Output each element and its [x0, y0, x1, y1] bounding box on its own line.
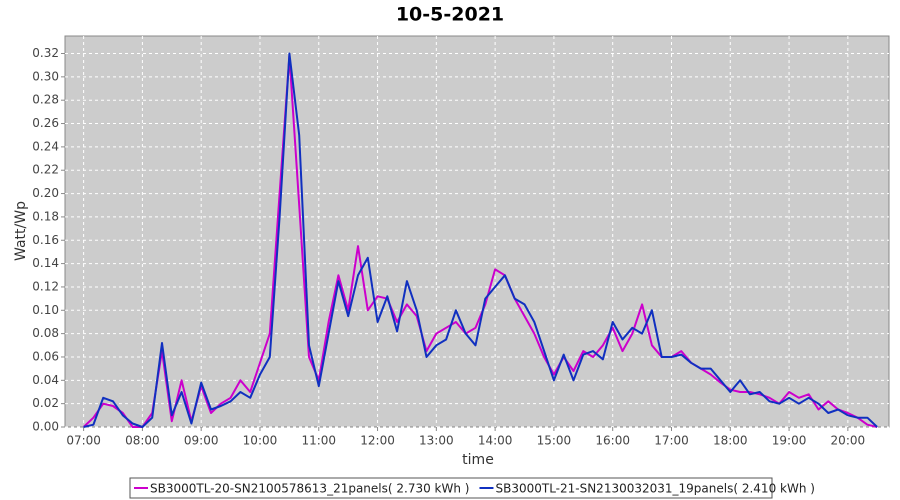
y-tick-label: 0.16 — [32, 233, 59, 247]
x-tick-label: 08:00 — [125, 434, 160, 448]
legend-label: SB3000TL-21-SN2130032031_19panels( 2.410… — [495, 482, 814, 496]
x-tick-label: 20:00 — [831, 434, 866, 448]
legend — [129, 477, 773, 499]
x-tick-label: 16:00 — [595, 434, 630, 448]
y-tick-label: 0.14 — [32, 256, 59, 270]
x-tick-label: 13:00 — [419, 434, 454, 448]
x-tick-label: 19:00 — [772, 434, 807, 448]
y-tick-label: 0.30 — [32, 69, 59, 83]
x-tick-label: 10:00 — [243, 434, 278, 448]
x-tick-label: 14:00 — [478, 434, 513, 448]
legend-label: SB3000TL-20-SN2100578613_21panels( 2.730… — [150, 482, 469, 496]
y-tick-label: 0.10 — [32, 303, 59, 317]
y-tick-label: 0.24 — [32, 139, 59, 153]
y-tick-label: 0.06 — [32, 349, 59, 363]
x-tick-label: 09:00 — [184, 434, 219, 448]
y-tick-label: 0.12 — [32, 279, 59, 293]
y-tick-label: 0.20 — [32, 186, 59, 200]
x-tick-label: 17:00 — [654, 434, 689, 448]
chart-title: 10-5-2021 — [396, 4, 504, 26]
x-tick-label: 15:00 — [537, 434, 572, 448]
x-axis-label: time — [462, 452, 494, 468]
plot-area — [64, 35, 890, 428]
series-line — [83, 52, 878, 428]
x-tick-label: 12:00 — [360, 434, 395, 448]
y-tick-label: 0.02 — [32, 396, 59, 410]
y-tick-label: 0.18 — [32, 209, 59, 223]
x-tick-label: 18:00 — [713, 434, 748, 448]
x-tick-label: 11:00 — [301, 434, 336, 448]
y-tick-label: 0.28 — [32, 93, 59, 107]
y-tick-label: 0.32 — [32, 46, 59, 60]
y-tick-label: 0.22 — [32, 163, 59, 177]
y-axis-label: Watt/Wp — [13, 201, 29, 261]
y-tick-label: 0.00 — [32, 420, 59, 434]
y-tick-label: 0.08 — [32, 326, 59, 340]
y-tick-label: 0.04 — [32, 373, 59, 387]
x-tick-label: 07:00 — [66, 434, 101, 448]
y-tick-label: 0.26 — [32, 116, 59, 130]
